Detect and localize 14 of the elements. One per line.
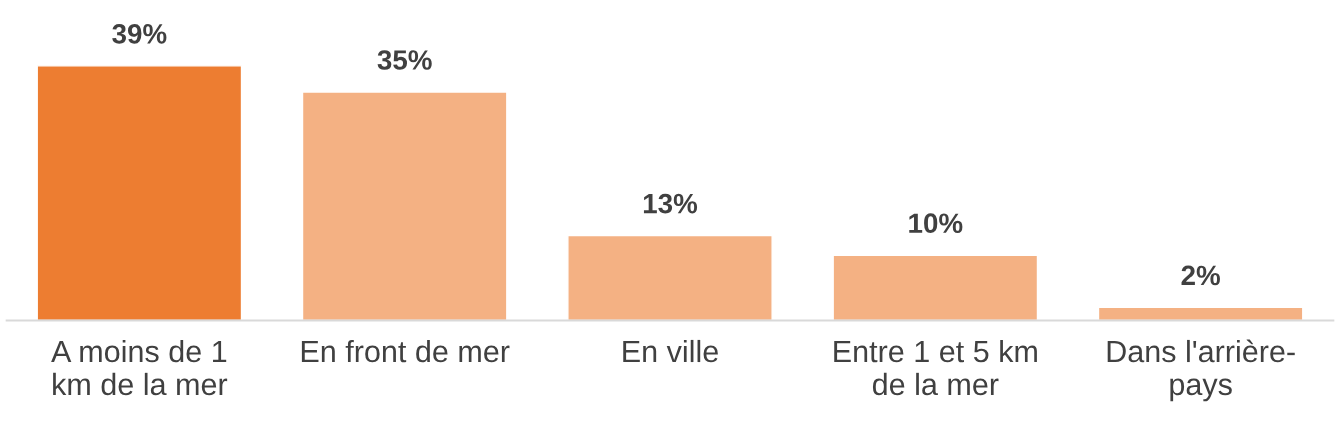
x-tick-label: Entre 1 et 5 km de la mer xyxy=(834,339,1037,396)
bar xyxy=(36,65,243,321)
x-tick-label: En ville xyxy=(623,339,718,363)
x-tick-label: Dans l'arrière- pays xyxy=(1107,339,1295,402)
bar xyxy=(832,254,1039,321)
bar xyxy=(567,234,773,321)
data-label: 10% xyxy=(909,213,963,234)
data-label: 35% xyxy=(377,50,432,70)
data-label: 39% xyxy=(112,24,167,44)
data-label: 13% xyxy=(643,193,698,214)
bar xyxy=(301,91,508,321)
data-label: 2% xyxy=(1181,265,1220,286)
x-tick-label: A moins de 1 km de la mer xyxy=(51,339,228,396)
x-tick-label: En front de mer xyxy=(301,339,510,363)
